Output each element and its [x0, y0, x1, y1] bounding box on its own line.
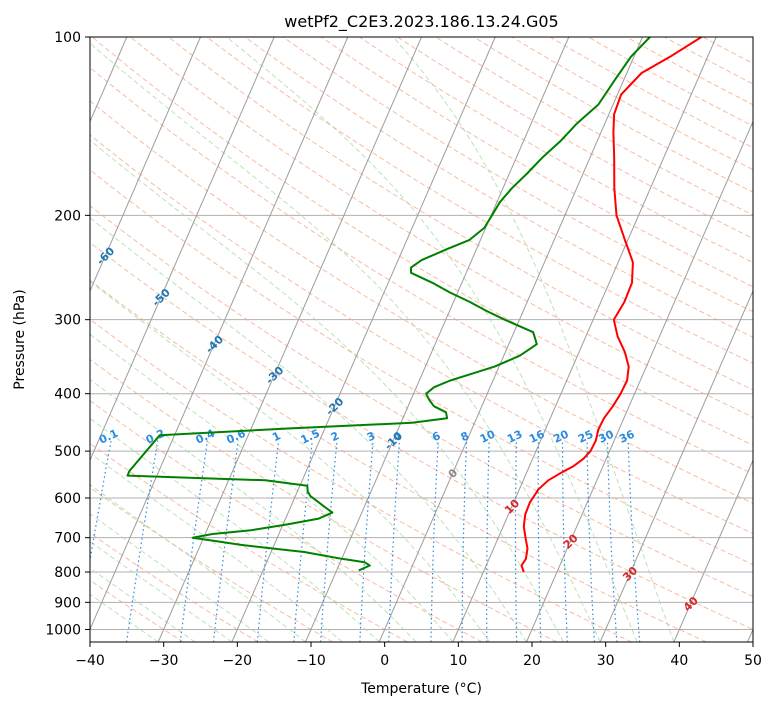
isotherm-line — [378, 37, 643, 642]
isotherm-line — [90, 37, 275, 462]
mixing-ratio-line — [179, 440, 209, 642]
dry-adiabat — [90, 318, 632, 642]
y-tick-label: 1000 — [45, 622, 81, 638]
chart-title: wetPf2_C2E3.2023.186.13.24.G05 — [284, 12, 558, 32]
y-tick-label: 500 — [54, 444, 81, 460]
isotherm-line — [526, 120, 753, 642]
y-tick-label: 400 — [54, 387, 81, 403]
mixing-ratio-label: 16 — [527, 427, 547, 445]
y-axis-label: Pressure (hPa) — [12, 289, 28, 389]
dry-adiabat — [90, 400, 483, 642]
mixing-ratio-line — [627, 440, 641, 642]
y-tick-label: 300 — [54, 313, 81, 329]
x-tick-label: 20 — [523, 653, 541, 669]
y-tick-label: 100 — [54, 30, 81, 46]
plot-frame — [89, 36, 754, 643]
isotherm-line — [90, 37, 201, 293]
isotherm-line — [90, 37, 349, 631]
moist-adiabat — [90, 217, 527, 642]
profiles — [126, 37, 702, 573]
mixing-ratio-line — [486, 440, 490, 642]
x-tick-label: 10 — [449, 653, 467, 669]
y-tick-label: 700 — [54, 531, 81, 547]
isotherm-line — [305, 37, 570, 642]
dewpoint-profile — [126, 37, 651, 572]
isotherm-line — [231, 37, 496, 642]
moist-adiabat — [90, 593, 159, 642]
moist-adiabat — [90, 540, 233, 642]
mixing-ratio-label: 20 — [551, 427, 571, 445]
mixing-ratio-label: 10 — [478, 427, 498, 445]
x-axis-label: Temperature (°C) — [360, 681, 482, 697]
mixing-ratio-line — [320, 440, 338, 642]
mixing-ratio-line — [430, 440, 439, 642]
dry-adiabat — [90, 100, 753, 504]
background-lines — [90, 37, 753, 642]
dry-adiabat — [90, 134, 753, 535]
moist-adiabat — [90, 417, 380, 642]
axes: −40 −30 −20 −10 0 10 20 30 40 50 100 200 300 400 500 60… — [45, 30, 762, 669]
dry-adiabat — [90, 205, 753, 598]
x-tick-label: 50 — [744, 653, 762, 669]
dry-adiabat — [168, 37, 753, 391]
mixing-ratio-line — [586, 440, 595, 642]
mixing-ratio-line — [537, 440, 542, 642]
x-tick-label: −20 — [223, 653, 253, 669]
moist-adiabat — [90, 567, 196, 642]
x-tick-label: 40 — [670, 653, 688, 669]
mixing-ratio-line — [212, 440, 239, 642]
dry-adiabat — [90, 358, 558, 642]
mixing-ratio-line — [561, 440, 568, 642]
isotherm-line — [599, 289, 753, 642]
moist-adiabat — [392, 37, 675, 642]
x-tick-label: −10 — [296, 653, 326, 669]
isotherm-line — [452, 37, 717, 642]
mixing-ratio-line — [293, 440, 313, 642]
dry-adiabat — [90, 241, 753, 630]
mixing-ratio-line — [256, 440, 280, 642]
mixing-ratio-label: 30 — [596, 427, 616, 445]
mixing-ratio-line — [514, 440, 518, 642]
moist-adiabat — [90, 378, 417, 642]
mixing-ratio-label: 36 — [617, 427, 637, 445]
mixing-ratio-line — [606, 440, 618, 642]
moist-adiabat — [90, 513, 269, 642]
y-tick-label: 200 — [54, 208, 81, 224]
moist-adiabat — [90, 483, 306, 642]
dry-adiabat — [130, 37, 753, 418]
moist-adiabat — [90, 280, 491, 642]
temperature-profile — [520, 37, 702, 573]
moist-adiabat — [90, 452, 343, 642]
mixing-ratio-line — [461, 440, 468, 642]
mixing-ratio-line — [359, 440, 374, 642]
x-tick-label: −30 — [149, 653, 179, 669]
mixing-ratio-label: 13 — [505, 428, 524, 446]
dry-adiabat — [90, 486, 333, 642]
dry-adiabat — [90, 279, 707, 642]
x-tick-label: 0 — [380, 653, 389, 669]
mixing-ratio-line — [126, 440, 159, 642]
mixing-ratio-label: 25 — [576, 428, 595, 446]
isotherm-line — [673, 458, 753, 642]
dry-adiabat — [320, 37, 753, 288]
y-tick-label: 800 — [54, 565, 81, 581]
moist-adiabat — [90, 42, 601, 642]
y-tick-label: 600 — [54, 491, 81, 507]
x-tick-label: 30 — [597, 653, 615, 669]
mixing-ratio-line — [388, 440, 401, 642]
y-tick-label: 900 — [54, 595, 81, 611]
isotherm-line — [157, 37, 422, 642]
dry-adiabat — [91, 37, 753, 446]
x-tick-label: −40 — [75, 653, 105, 669]
